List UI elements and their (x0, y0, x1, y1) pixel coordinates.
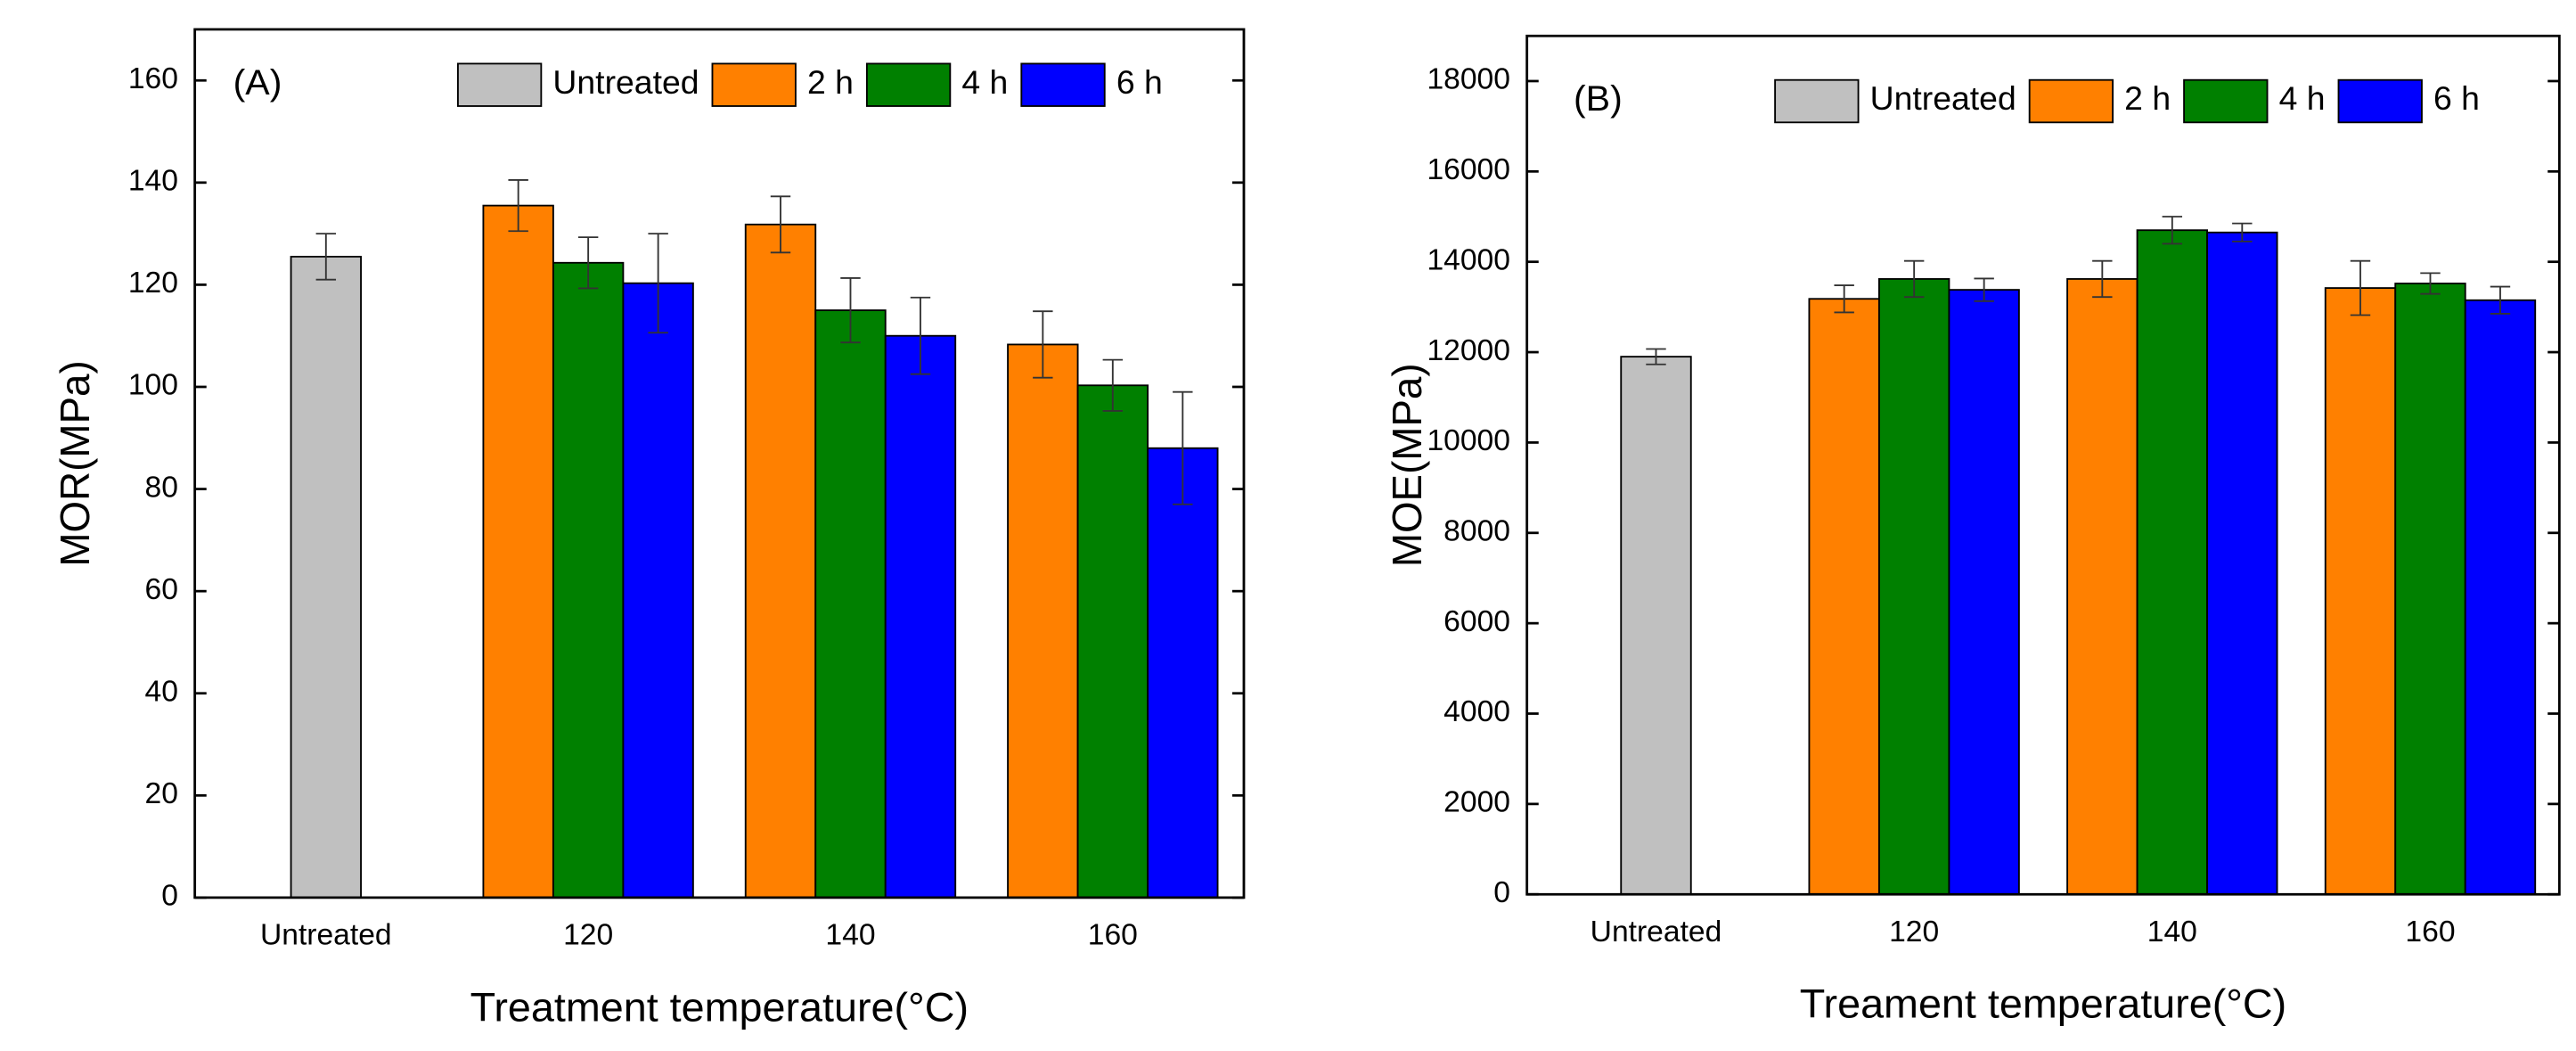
error-bar (2162, 216, 2183, 245)
error-bar (577, 236, 599, 290)
y-tick-label: 40 (145, 676, 178, 709)
bar (744, 223, 817, 899)
bar (622, 282, 694, 899)
plot-frame (193, 28, 1246, 899)
x-tick-label: 120 (563, 919, 613, 952)
error-bar (2490, 285, 2511, 315)
error-bar (2092, 259, 2113, 299)
legend-swatch (456, 62, 543, 107)
y-tick-label: 12000 (1427, 334, 1510, 367)
y-axis-title: MOR(MPa) (52, 360, 99, 566)
error-bar (2350, 259, 2371, 316)
legend-label: 2 h (2124, 81, 2171, 118)
panel-label: (B) (1574, 78, 1623, 119)
error-bar (2420, 272, 2441, 295)
y-tick-label: 0 (161, 880, 178, 913)
x-axis-title: Treatment temperature(°C) (470, 984, 969, 1030)
y-tick-label: 4000 (1443, 696, 1510, 729)
error-bar (1903, 259, 1925, 299)
y-tick-label: 120 (128, 267, 178, 300)
bar (884, 334, 957, 899)
y-tick-label: 80 (145, 472, 178, 505)
bar (1620, 356, 1692, 896)
y-tick-label: 6000 (1443, 605, 1510, 638)
error-bar (315, 233, 337, 281)
x-tick-label: Untreated (1591, 916, 1722, 948)
x-axis-title: Treament temperature(°C) (1800, 981, 2286, 1026)
legend-label: 6 h (1116, 64, 1163, 101)
error-bar (770, 195, 791, 254)
legend-swatch (2183, 78, 2269, 124)
bar (2464, 299, 2537, 896)
legend-label: 4 h (2279, 81, 2326, 118)
bar (552, 261, 625, 899)
y-tick-label: 14000 (1427, 244, 1510, 277)
x-tick-label: 140 (825, 919, 875, 952)
legend-label: 2 h (807, 64, 854, 101)
legend-label: Untreated (552, 64, 699, 101)
error-bar (1173, 390, 1193, 505)
x-tick-label: 140 (2147, 916, 2197, 948)
y-tick-label: 16000 (1427, 153, 1510, 186)
legend-swatch (2337, 78, 2423, 124)
y-tick-label: 18000 (1427, 63, 1510, 96)
y-tick-label: 160 (128, 62, 178, 95)
error-bar (1102, 358, 1124, 412)
error-bar (840, 277, 861, 344)
bar (2324, 287, 2397, 896)
bar (1948, 289, 2020, 896)
plot-frame (1525, 34, 2561, 896)
error-bar (648, 233, 668, 334)
y-tick-label: 8000 (1443, 515, 1510, 548)
y-tick-label: 100 (128, 369, 178, 402)
legend-label: 6 h (2433, 81, 2480, 118)
y-tick-label: 140 (128, 165, 178, 198)
bar (482, 204, 554, 899)
x-tick-label: 160 (1088, 919, 1138, 952)
error-bar (910, 296, 931, 375)
legend-label: 4 h (961, 64, 1008, 101)
legend-swatch (711, 62, 797, 107)
bar (1076, 384, 1149, 899)
y-tick-label: 60 (145, 573, 178, 606)
bar (1147, 447, 1219, 899)
y-tick-label: 20 (145, 777, 178, 810)
y-axis-title: MOE(MPa) (1384, 363, 1431, 567)
error-bar (508, 179, 528, 233)
error-bar (1834, 284, 1854, 314)
legend-swatch (1020, 62, 1106, 107)
error-bar (1974, 277, 1994, 302)
bar (2394, 283, 2466, 896)
x-tick-label: 160 (2405, 916, 2455, 948)
legend-swatch (865, 62, 952, 107)
bar (1808, 298, 1880, 896)
error-bar (2232, 222, 2253, 242)
legend-swatch (1774, 78, 1860, 124)
y-tick-label: 0 (1493, 876, 1510, 909)
x-tick-label: 120 (1889, 916, 1939, 948)
error-bar (1033, 310, 1053, 379)
bar (2136, 229, 2208, 896)
bar (290, 255, 362, 899)
panel-label: (A) (233, 62, 282, 103)
legend-swatch (2028, 78, 2114, 124)
y-tick-label: 2000 (1443, 786, 1510, 819)
legend-label: Untreated (1870, 81, 2016, 118)
bar (1007, 343, 1079, 899)
bar (2066, 278, 2138, 896)
bar (1877, 278, 1950, 896)
y-tick-label: 10000 (1427, 424, 1510, 457)
x-tick-label: Untreated (260, 919, 392, 952)
error-bar (1646, 348, 1666, 365)
bar (2206, 231, 2278, 896)
bar (814, 309, 887, 899)
